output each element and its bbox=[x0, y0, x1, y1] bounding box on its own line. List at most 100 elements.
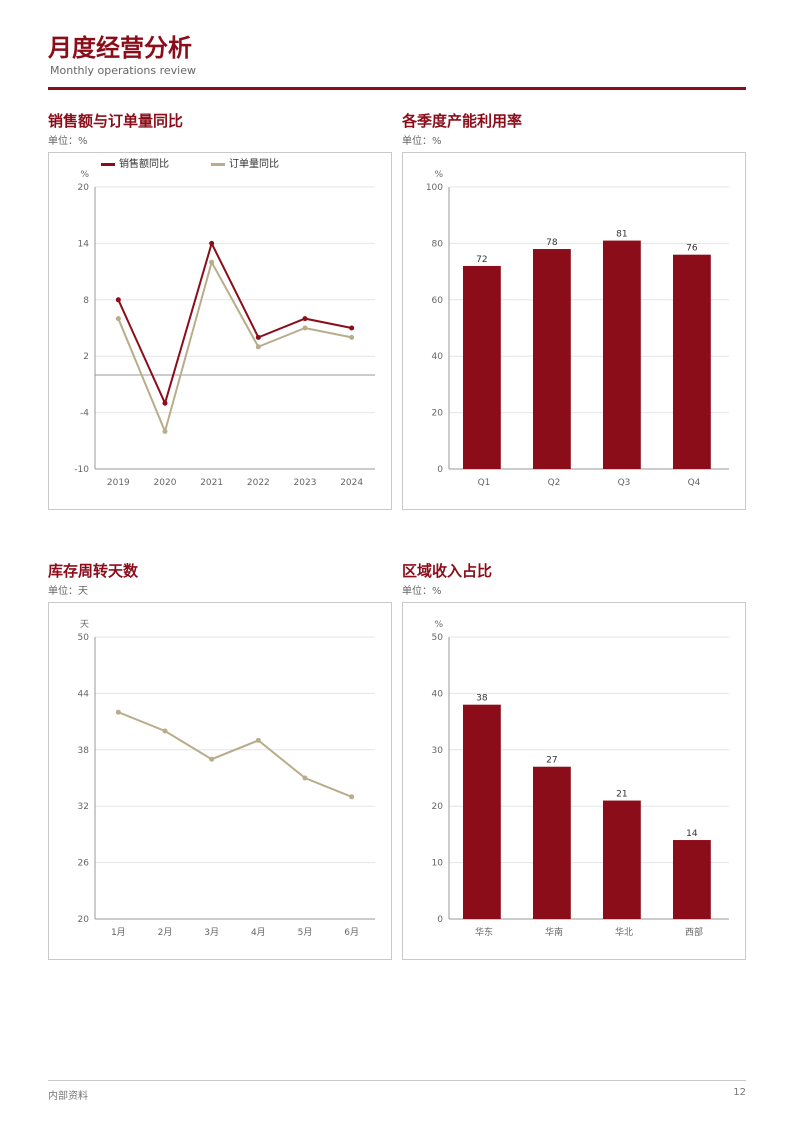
y-tick-label: 20 bbox=[432, 802, 444, 812]
data-label: 81 bbox=[616, 230, 627, 240]
chart-svg: -10 -4 2 8 14 20% 2019 2020 2021 2022 2023 2024 销售额同… bbox=[74, 157, 375, 488]
x-tick-label: 2022 bbox=[247, 478, 270, 488]
x-tick-label: 2月 bbox=[158, 927, 173, 938]
y-tick-label: 80 bbox=[432, 239, 444, 249]
y-tick-label: -4 bbox=[80, 409, 89, 419]
chart-card-1: 各季度产能利用率 单位：% 0 20 40 60 80 100% Q1 Q2 Q3 Q4 72 78 81 7… bbox=[402, 110, 746, 510]
data-point bbox=[209, 240, 215, 246]
y-tick-label: 8 bbox=[83, 296, 89, 306]
x-tick-label: 2019 bbox=[107, 478, 130, 488]
x-tick-label: 2023 bbox=[294, 478, 317, 488]
x-tick-label: 4月 bbox=[251, 927, 266, 938]
y-tick-label: 40 bbox=[432, 689, 444, 699]
series-line bbox=[117, 259, 352, 435]
data-point bbox=[115, 316, 121, 322]
y-axis-label: % bbox=[80, 170, 89, 180]
chart-subtitle: 单位：天 bbox=[48, 586, 88, 597]
chart-title: 销售额与订单量同比 bbox=[48, 112, 184, 130]
data-label: 27 bbox=[546, 756, 557, 766]
data-point bbox=[209, 259, 215, 265]
data-point bbox=[302, 316, 308, 322]
data-point bbox=[255, 344, 261, 350]
y-tick-label: 44 bbox=[78, 689, 90, 699]
report-title: 月度经营分析 bbox=[48, 34, 192, 62]
bar bbox=[603, 240, 641, 469]
legend-label: 订单量同比 bbox=[229, 158, 279, 170]
bar bbox=[673, 254, 711, 469]
data-label: 76 bbox=[686, 244, 698, 254]
y-tick-label: 40 bbox=[432, 352, 444, 362]
chart-frame: 20 26 32 38 44 50 天 1月 2月 3月 4月 5月 6月 bbox=[48, 602, 392, 960]
y-axis-label: % bbox=[434, 620, 443, 630]
data-point bbox=[255, 737, 261, 743]
chart-svg: 0 10 20 30 40 50% 华东 华南 华北 西部 38 27 21 14 bbox=[432, 620, 729, 938]
page-footer: 内部资料 12 bbox=[48, 1080, 746, 1102]
bar bbox=[673, 840, 711, 919]
x-tick-label: 1月 bbox=[111, 927, 126, 938]
y-tick-label: 0 bbox=[437, 465, 443, 475]
chart-title: 库存周转天数 bbox=[48, 562, 139, 580]
y-tick-label: 60 bbox=[432, 296, 444, 306]
y-tick-label: -10 bbox=[74, 465, 89, 475]
y-tick-label: 26 bbox=[78, 859, 90, 869]
y-tick-label: 30 bbox=[432, 746, 444, 756]
chart-subtitle: 单位：% bbox=[402, 136, 442, 147]
bar bbox=[533, 249, 571, 469]
y-axis-label: 天 bbox=[80, 620, 89, 630]
x-tick-label: 2020 bbox=[154, 478, 177, 488]
chart-subtitle: 单位：% bbox=[48, 136, 88, 147]
report-header: 月度经营分析 Monthly operations review bbox=[48, 28, 746, 90]
y-tick-label: 20 bbox=[78, 915, 90, 925]
y-tick-label: 32 bbox=[78, 802, 89, 812]
data-point bbox=[255, 334, 261, 340]
x-tick-label: 5月 bbox=[298, 927, 313, 938]
x-tick-label: 6月 bbox=[344, 927, 359, 938]
bar bbox=[603, 800, 641, 919]
data-point bbox=[162, 728, 168, 734]
y-tick-label: 50 bbox=[432, 633, 444, 643]
chart-svg: 20 26 32 38 44 50 天 1月 2月 3月 4月 5月 6月 bbox=[78, 620, 375, 938]
bar bbox=[463, 704, 501, 919]
footer-left: 内部资料 bbox=[48, 1091, 88, 1102]
data-label: 21 bbox=[616, 790, 627, 800]
data-point bbox=[302, 325, 308, 331]
series-line bbox=[117, 711, 353, 798]
chart-frame: 0 10 20 30 40 50% 华东 华南 华北 西部 38 27 21 14 bbox=[402, 602, 746, 960]
x-tick-label: Q2 bbox=[548, 478, 561, 488]
y-tick-label: 0 bbox=[437, 915, 443, 925]
x-tick-label: 3月 bbox=[204, 927, 219, 938]
y-tick-label: 2 bbox=[83, 352, 89, 362]
y-tick-label: 38 bbox=[78, 746, 90, 756]
chart-title: 区域收入占比 bbox=[402, 562, 493, 580]
data-point bbox=[349, 325, 355, 331]
legend-label: 销售额同比 bbox=[119, 157, 169, 170]
x-tick-label: Q1 bbox=[478, 478, 491, 488]
data-label: 72 bbox=[476, 255, 487, 265]
data-point bbox=[349, 334, 355, 340]
chart-svg: 0 20 40 60 80 100% Q1 Q2 Q3 Q4 72 78 81 76 bbox=[426, 170, 729, 488]
x-tick-label: 2024 bbox=[340, 478, 363, 488]
x-tick-label: 华南 bbox=[545, 926, 563, 938]
bar bbox=[463, 265, 501, 469]
chart-frame: 0 20 40 60 80 100% Q1 Q2 Q3 Q4 72 78 81 76 bbox=[402, 152, 746, 510]
data-point bbox=[115, 709, 121, 715]
y-tick-label: 100 bbox=[426, 183, 443, 193]
y-tick-label: 10 bbox=[432, 859, 444, 869]
data-point bbox=[302, 775, 308, 781]
data-label: 78 bbox=[546, 238, 558, 248]
chart-title: 各季度产能利用率 bbox=[402, 112, 523, 130]
y-tick-label: 20 bbox=[432, 409, 444, 419]
x-tick-label: Q3 bbox=[618, 478, 631, 488]
series-line bbox=[117, 240, 352, 407]
x-tick-label: Q4 bbox=[688, 478, 701, 488]
x-tick-label: 华东 bbox=[475, 926, 493, 938]
x-tick-label: 华北 bbox=[615, 926, 633, 938]
footer-right: 12 bbox=[733, 1087, 746, 1098]
legend-swatch bbox=[101, 163, 115, 166]
chart-frame: -10 -4 2 8 14 20% 2019 2020 2021 2022 2023 2024 销售额同… bbox=[48, 152, 392, 510]
data-point bbox=[209, 756, 215, 762]
chart-card-0: 销售额与订单量同比 单位：% -10 -4 2 8 14 20% 2019 2020 2021 202… bbox=[48, 110, 392, 510]
data-label: 14 bbox=[686, 829, 698, 839]
chart-card-3: 区域收入占比 单位：% 0 10 20 30 40 50% 华东 华南 华北 西部 38 27 21 14 bbox=[402, 560, 746, 960]
x-tick-label: 2021 bbox=[200, 478, 223, 488]
